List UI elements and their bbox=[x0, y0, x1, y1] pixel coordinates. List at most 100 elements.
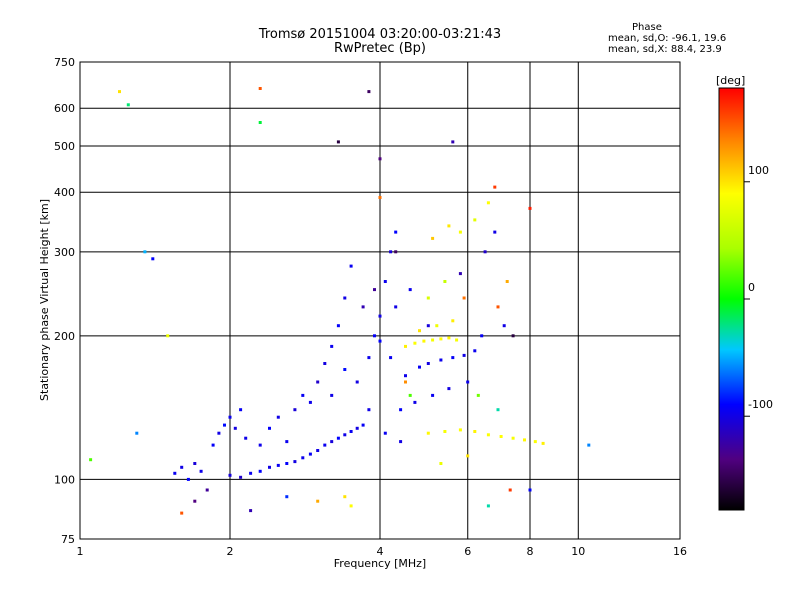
data-point bbox=[486, 433, 490, 437]
data-point bbox=[180, 465, 184, 469]
data-point bbox=[285, 495, 289, 499]
data-point bbox=[443, 430, 447, 433]
data-point bbox=[435, 324, 439, 328]
data-point bbox=[394, 305, 398, 309]
x-tick-label: 16 bbox=[673, 545, 687, 558]
data-point bbox=[431, 393, 435, 397]
colorbar-tick-label: -100 bbox=[748, 398, 773, 411]
data-point bbox=[431, 236, 435, 240]
data-point bbox=[244, 436, 248, 440]
x-tick-labels: 1 2 4 6 8 10 16 bbox=[77, 545, 688, 558]
chart-subtitle: RwPretec (Bp) bbox=[333, 41, 427, 56]
data-point bbox=[511, 334, 515, 338]
data-point bbox=[462, 296, 466, 300]
data-point bbox=[473, 218, 477, 222]
data-point bbox=[493, 230, 497, 234]
data-point bbox=[258, 121, 262, 124]
data-point bbox=[439, 358, 443, 362]
data-point bbox=[276, 463, 280, 467]
data-point bbox=[205, 488, 209, 492]
x-tick-label: 8 bbox=[527, 545, 534, 558]
y-tick-label: 300 bbox=[54, 246, 75, 259]
data-point bbox=[541, 441, 545, 445]
data-point bbox=[166, 334, 170, 338]
colorbar-ticks: -100 0 100 bbox=[744, 164, 773, 417]
data-point bbox=[367, 408, 371, 412]
data-point bbox=[89, 458, 93, 462]
data-point bbox=[451, 356, 455, 360]
data-point bbox=[349, 430, 353, 433]
data-point bbox=[451, 140, 455, 144]
data-point bbox=[447, 387, 451, 391]
data-point bbox=[378, 157, 382, 161]
data-point bbox=[343, 368, 347, 371]
data-point bbox=[373, 288, 376, 292]
data-point bbox=[439, 462, 443, 465]
data-point bbox=[439, 337, 443, 341]
data-point bbox=[301, 393, 305, 397]
data-point bbox=[336, 324, 340, 328]
y-tick-label: 400 bbox=[54, 186, 75, 199]
data-point bbox=[343, 495, 347, 499]
data-point bbox=[367, 90, 371, 94]
colorbar-label: [deg] bbox=[716, 74, 745, 87]
data-point bbox=[323, 443, 327, 447]
data-point bbox=[308, 452, 312, 456]
y-tick-labels: 75 100 200 300 400 500 600 750 bbox=[54, 56, 75, 546]
data-point bbox=[458, 272, 462, 276]
data-point bbox=[483, 250, 487, 254]
data-point bbox=[413, 400, 417, 404]
data-point bbox=[355, 426, 359, 430]
data-point bbox=[528, 206, 532, 210]
data-point bbox=[587, 443, 591, 447]
data-point bbox=[330, 440, 334, 444]
data-point bbox=[361, 423, 365, 427]
data-point bbox=[389, 356, 393, 360]
data-point bbox=[211, 443, 215, 447]
x-tick-label: 2 bbox=[227, 545, 234, 558]
data-point bbox=[268, 465, 271, 469]
data-point bbox=[466, 380, 470, 384]
data-point bbox=[383, 431, 387, 435]
data-point bbox=[330, 393, 334, 397]
data-point bbox=[496, 305, 500, 309]
data-point bbox=[389, 250, 393, 254]
data-point bbox=[451, 319, 455, 323]
data-point bbox=[276, 415, 280, 419]
data-point bbox=[426, 362, 430, 365]
data-point bbox=[193, 499, 197, 503]
data-point bbox=[228, 415, 232, 419]
data-point bbox=[499, 435, 503, 438]
colorbar bbox=[718, 87, 745, 511]
data-point bbox=[258, 469, 262, 473]
data-point bbox=[426, 296, 430, 300]
data-point bbox=[239, 408, 243, 412]
data-point bbox=[505, 280, 509, 283]
y-tick-label: 500 bbox=[54, 140, 75, 153]
y-axis-label: Stationary phase Virtual Height [km] bbox=[38, 199, 51, 401]
data-point bbox=[193, 462, 197, 465]
x-tick-label: 4 bbox=[377, 545, 384, 558]
data-point bbox=[473, 349, 477, 353]
data-point bbox=[394, 250, 398, 254]
data-point bbox=[408, 393, 412, 397]
y-tick-label: 750 bbox=[54, 56, 75, 69]
plot-frame bbox=[79, 61, 681, 540]
data-point bbox=[336, 140, 340, 144]
data-point bbox=[404, 380, 407, 384]
data-point bbox=[378, 196, 382, 199]
data-point bbox=[486, 504, 490, 508]
colorbar-tick-label: 0 bbox=[748, 281, 755, 294]
data-point bbox=[383, 280, 387, 283]
data-point bbox=[285, 462, 289, 465]
data-point bbox=[523, 438, 526, 442]
data-point bbox=[323, 362, 327, 365]
data-point bbox=[301, 456, 305, 460]
data-point bbox=[458, 230, 462, 234]
data-point bbox=[466, 454, 470, 458]
data-point bbox=[404, 374, 407, 378]
data-point bbox=[285, 440, 289, 444]
x-tick-label: 10 bbox=[571, 545, 585, 558]
y-tick-label: 75 bbox=[61, 533, 75, 546]
data-point bbox=[528, 488, 532, 492]
